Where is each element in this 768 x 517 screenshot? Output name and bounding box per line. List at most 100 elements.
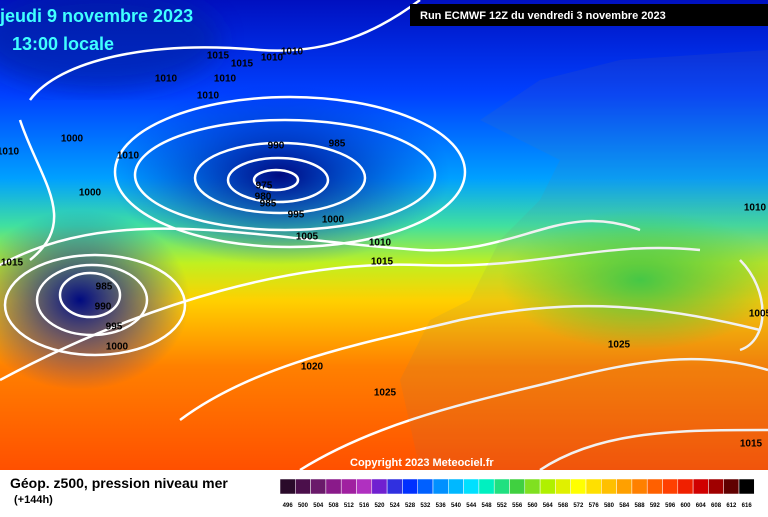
color-scale: 496 500 504 508 512 516 520 524 528 532 536 540 544 5… — [279, 478, 755, 509]
dark-area — [0, 0, 220, 90]
isobar-label: 1000 — [79, 188, 102, 199]
scale-label: 604 — [696, 503, 707, 509]
scale-swatch — [325, 478, 342, 495]
scale-swatch — [340, 478, 357, 495]
scale-swatch — [417, 478, 434, 495]
isobar-label: 1000 — [61, 134, 84, 145]
scale-label: 616 — [742, 503, 753, 509]
scale-swatch — [310, 478, 327, 495]
scale-label: 516 — [359, 503, 370, 509]
scale-swatch — [295, 478, 311, 495]
scale-label: 588 — [635, 503, 646, 509]
scale-label: 524 — [390, 503, 401, 509]
scale-swatch — [723, 478, 740, 495]
isobar-label: 995 — [106, 322, 123, 333]
scale-label: 592 — [650, 503, 661, 509]
scale-swatch — [478, 478, 495, 495]
isobar-label: 990 — [95, 302, 112, 313]
scale-swatch — [432, 478, 449, 495]
isobar-label: 985 — [260, 199, 277, 210]
scale-swatch — [356, 478, 373, 495]
isobar-label: 1010 — [261, 53, 284, 64]
scale-label: 512 — [344, 503, 355, 509]
isobar-label: 1020 — [301, 362, 324, 373]
scale-swatch — [662, 478, 679, 495]
scale-label: 520 — [374, 503, 385, 509]
scale-swatch — [371, 478, 388, 495]
scale-swatch — [646, 478, 663, 495]
scale-swatch — [463, 478, 480, 495]
run-info: Run ECMWF 12Z du vendredi 3 novembre 202… — [420, 10, 666, 22]
isobar-label: 1010 — [281, 47, 304, 58]
scale-label: 568 — [558, 503, 569, 509]
scale-swatch — [279, 478, 296, 495]
isobar-label: 1010 — [117, 151, 140, 162]
isobar-label: 985 — [96, 282, 113, 293]
scale-label: 548 — [482, 503, 493, 509]
scale-label: 552 — [497, 503, 508, 509]
scale-label: 608 — [711, 503, 722, 509]
scale-swatch — [601, 478, 617, 495]
scale-label: 596 — [665, 503, 676, 509]
scale-swatch — [493, 478, 510, 495]
isobar-label: 1010 — [197, 91, 220, 102]
scale-label: 540 — [451, 503, 462, 509]
scale-label: 544 — [466, 503, 477, 509]
scale-swatch — [677, 478, 694, 495]
date: jeudi 9 novembre 2023 — [0, 6, 193, 26]
scale-label: 496 — [283, 503, 294, 509]
scale-swatch — [708, 478, 724, 495]
land — [400, 50, 768, 470]
time: 13:00 locale — [12, 34, 114, 54]
scale-swatch — [585, 478, 602, 495]
scale-swatch — [402, 478, 418, 495]
isobar-label: 1015 — [740, 439, 763, 450]
isobar-label: 1015 — [231, 59, 254, 70]
isobar-label: 1005 — [749, 309, 768, 320]
isobar-label: 1025 — [374, 388, 397, 399]
isobar-label: 1010 — [155, 74, 178, 85]
run-box — [410, 4, 768, 26]
scale-swatch — [738, 478, 755, 495]
scale-label: 584 — [619, 503, 630, 509]
isobar-label: 975 — [256, 181, 273, 192]
scale-swatch — [509, 478, 526, 495]
isobar-label: 1015 — [207, 51, 230, 62]
isobar-label: 1010 — [214, 74, 237, 85]
scale-swatch — [539, 478, 556, 495]
copyright: Copyright 2023 Meteociel.fr — [350, 457, 494, 469]
scale-label: 532 — [420, 503, 431, 509]
scale-swatch — [448, 478, 464, 495]
scale-label: 580 — [604, 503, 615, 509]
isobar-label: 1025 — [608, 340, 631, 351]
scale-label: 560 — [527, 503, 538, 509]
scale-label: 564 — [543, 503, 554, 509]
scale-swatch — [524, 478, 541, 495]
isobar-labels: 1010101510151010101010101010101010001010… — [0, 47, 768, 450]
legend-subtitle: (+144h) — [14, 494, 53, 506]
isobar-label: 985 — [329, 139, 346, 150]
green-area — [500, 210, 768, 350]
isobar-label: 995 — [288, 210, 305, 221]
scale-swatch — [631, 478, 648, 495]
scale-label: 600 — [680, 503, 691, 509]
scale-swatch — [692, 478, 709, 495]
isobar-label: 1015 — [1, 258, 24, 269]
scale-swatch — [570, 478, 587, 495]
scale-label: 504 — [313, 503, 324, 509]
scale-label: 500 — [298, 503, 309, 509]
isobar-label: 980 — [255, 192, 272, 203]
isobar-label: 1010 — [0, 147, 20, 158]
scale-label: 576 — [589, 503, 600, 509]
scale-label: 536 — [436, 503, 447, 509]
isobar-label: 990 — [268, 141, 285, 152]
isobar-label: 1010 — [744, 203, 767, 214]
scale-label: 556 — [512, 503, 523, 509]
scale-label: 572 — [573, 503, 584, 509]
isobars — [0, 0, 768, 470]
scale-label: 528 — [405, 503, 416, 509]
scale-label: 508 — [329, 503, 340, 509]
legend-title: Géop. z500, pression niveau mer — [10, 475, 228, 491]
